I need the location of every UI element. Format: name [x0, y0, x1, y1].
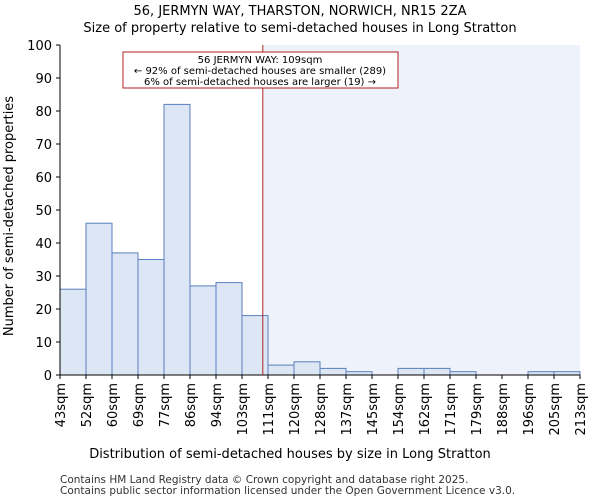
bar-120sqm: [293, 361, 321, 376]
x-tick-label: 60sqm: [106, 383, 121, 427]
bar-60sqm: [111, 252, 139, 376]
x-tick-label: 171sqm: [444, 383, 459, 436]
x-tick-label: 162sqm: [418, 383, 433, 436]
bar-43sqm: [59, 288, 87, 376]
y-tick-label: 30: [35, 270, 52, 285]
y-tick-label: 20: [35, 303, 52, 318]
x-tick-label: 154sqm: [392, 383, 407, 436]
annotation-box: [122, 51, 399, 89]
chart-title-line1: 56, JERMYN WAY, THARSTON, NORWICH, NR15 …: [134, 4, 467, 19]
x-ticks: 43sqm 52sqm 60sqm 69sqm 77sqm 86sqm 94sqm 103sq…: [54, 375, 589, 436]
x-tick-label: 145sqm: [366, 383, 381, 436]
bar-162sqm: [423, 367, 451, 376]
x-tick-label: 137sqm: [340, 383, 355, 436]
x-tick-label: 52sqm: [80, 383, 95, 427]
y-tick-label: 60: [35, 171, 52, 186]
chart-title-line2: Size of property relative to semi-detach…: [83, 21, 516, 36]
x-tick-label: 77sqm: [158, 383, 173, 427]
annotation-line1: 56 JERMYN WAY: 109sqm: [198, 55, 323, 66]
x-tick-label: 179sqm: [470, 383, 485, 436]
y-tick-label: 10: [35, 336, 52, 351]
x-tick-label: 128sqm: [314, 383, 329, 436]
y-tick-label: 80: [35, 105, 52, 120]
x-tick-label: 103sqm: [236, 383, 251, 436]
bar-103sqm: [241, 315, 269, 376]
x-tick-label: 213sqm: [574, 383, 589, 436]
bar-128sqm: [319, 367, 347, 376]
y-axis-label: Number of semi-detached properties: [2, 96, 17, 336]
annotation-line3: 6% of semi-detached houses are larger (1…: [144, 77, 376, 88]
y-tick-label: 0: [44, 369, 52, 384]
bar-111sqm: [267, 364, 295, 376]
y-tick-label: 50: [35, 204, 52, 219]
x-tick-label: 205sqm: [548, 383, 563, 436]
x-axis-label: Distribution of semi-detached houses by …: [89, 447, 491, 462]
bar-77sqm: [163, 103, 191, 376]
x-tick-label: 196sqm: [522, 383, 537, 436]
bar-86sqm: [189, 285, 217, 376]
x-tick-label: 86sqm: [184, 383, 199, 427]
bar-69sqm: [137, 259, 165, 376]
x-tick-label: 111sqm: [262, 383, 277, 436]
x-tick-label: 43sqm: [54, 383, 69, 427]
footer-line1: Contains HM Land Registry data © Crown c…: [60, 474, 468, 486]
bar-52sqm: [85, 222, 113, 376]
bar-94sqm: [215, 282, 243, 376]
annotation-line2: ← 92% of semi-detached houses are smalle…: [134, 66, 386, 77]
x-tick-label: 94sqm: [210, 383, 225, 427]
x-tick-label: 188sqm: [496, 383, 511, 436]
y-ticks: 0 10 20 30 40 50 60 70 80 90 100: [27, 39, 60, 384]
footer-line2: Contains public sector information licen…: [60, 485, 515, 497]
y-tick-label: 40: [35, 237, 52, 252]
y-tick-label: 70: [35, 138, 52, 153]
x-tick-label: 120sqm: [288, 383, 303, 436]
bar-154sqm: [397, 367, 425, 376]
x-tick-label: 69sqm: [132, 383, 147, 427]
y-tick-label: 100: [27, 39, 52, 54]
y-tick-label: 90: [35, 72, 52, 87]
highlight-region: [262, 45, 580, 375]
bars-group: [59, 103, 581, 376]
